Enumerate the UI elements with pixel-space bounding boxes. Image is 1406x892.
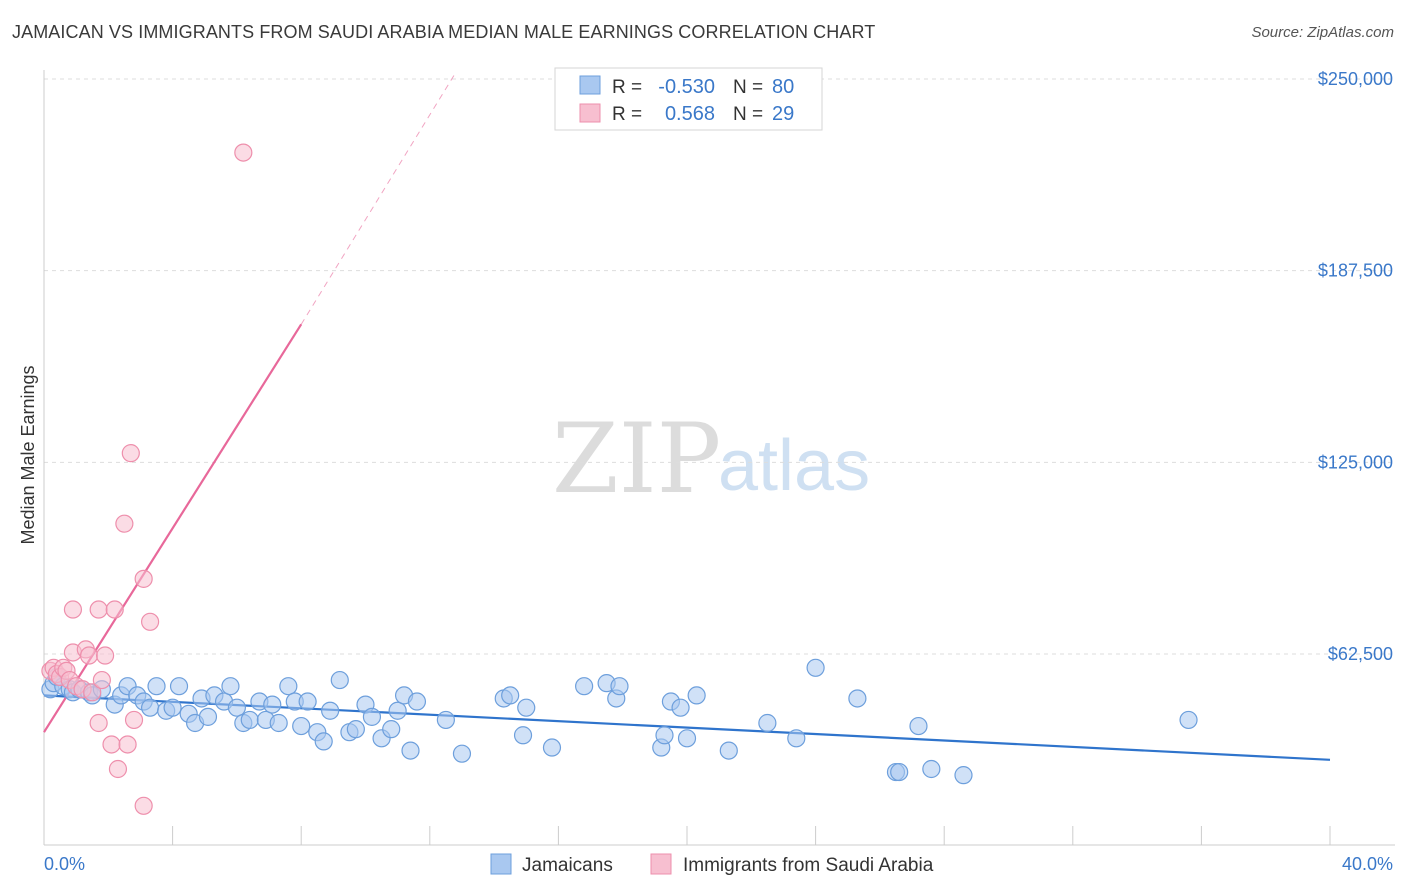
point-jamaicans — [279, 677, 298, 696]
legend-n-value-pink: 29 — [772, 103, 794, 125]
point-jamaicans — [240, 710, 259, 730]
point-jamaicans — [436, 710, 455, 730]
data-points — [41, 143, 1198, 815]
legend-n-value-blue: 80 — [772, 76, 794, 98]
point-jamaicans — [198, 707, 218, 726]
x-tick-labels: 0.0% 40.0% — [44, 854, 1393, 874]
y-tick-labels: $62,500 $125,000 $187,500 $250,000 — [1318, 69, 1393, 664]
legend-n-label-blue: N = — [733, 77, 763, 98]
point-jamaicans — [954, 766, 973, 785]
point-jamaicans — [147, 677, 166, 696]
legend-r-label-pink: R = — [612, 104, 642, 125]
point-jamaicans — [388, 701, 407, 720]
point-jamaicans — [909, 716, 928, 736]
point-jamaicans — [787, 729, 806, 748]
bottom-legend-swatch-blue — [490, 853, 512, 875]
point-jamaicans — [1179, 710, 1198, 730]
point-jamaicans — [758, 713, 777, 733]
correlation-legend: R = -0.530 N = 80 R = 0.568 N = 29 — [554, 67, 823, 131]
point-jamaicans — [575, 677, 594, 696]
trend-line-saudi-arabia-extension — [300, 72, 456, 325]
point-jamaicans — [407, 692, 427, 711]
point-jamaicans — [321, 701, 340, 720]
legend-swatch-blue — [579, 75, 601, 95]
axes — [43, 70, 1395, 846]
legend-r-label-blue: R = — [612, 77, 642, 98]
bottom-legend-swatch-pink — [650, 853, 672, 875]
point-jamaicans — [292, 716, 311, 736]
point-saudi-arabia — [95, 646, 115, 665]
point-jamaicans — [298, 692, 317, 711]
point-jamaicans — [806, 658, 825, 677]
watermark-zip: ZIP — [552, 403, 721, 515]
point-jamaicans — [346, 720, 365, 739]
point-jamaicans — [263, 695, 282, 714]
point-saudi-arabia — [102, 735, 121, 754]
point-jamaicans — [501, 686, 520, 705]
x-tick-label: 40.0% — [1342, 854, 1393, 874]
point-saudi-arabia — [234, 143, 253, 162]
point-jamaicans — [513, 726, 533, 745]
chart-title: JAMAICAN VS IMMIGRANTS FROM SAUDI ARABIA… — [12, 22, 876, 42]
point-jamaicans — [401, 741, 420, 760]
point-jamaicans — [330, 670, 349, 690]
point-jamaicans — [890, 762, 909, 782]
point-jamaicans — [227, 698, 246, 717]
point-jamaicans — [922, 759, 941, 779]
point-jamaicans — [687, 686, 706, 705]
bottom-legend-label-blue: Jamaicans — [522, 855, 613, 876]
point-jamaicans — [362, 707, 382, 726]
point-jamaicans — [677, 729, 697, 748]
point-jamaicans — [610, 677, 629, 696]
point-saudi-arabia — [63, 600, 83, 619]
gridlines — [44, 78, 1395, 655]
watermark-atlas: atlas — [718, 426, 870, 506]
legend-swatch-pink — [579, 103, 601, 123]
legend-r-value-pink: 0.568 — [665, 103, 715, 125]
source-label: Source: ZipAtlas.com — [1251, 24, 1394, 41]
bottom-legend-label-pink: Immigrants from Saudi Arabia — [683, 855, 934, 876]
point-saudi-arabia — [134, 569, 153, 588]
point-jamaicans — [655, 726, 674, 745]
point-jamaicans — [140, 698, 160, 717]
point-saudi-arabia — [79, 646, 99, 665]
point-saudi-arabia — [121, 444, 140, 463]
point-saudi-arabia — [89, 600, 108, 619]
point-saudi-arabia — [115, 514, 134, 533]
point-jamaicans — [517, 698, 536, 717]
point-jamaicans — [163, 698, 182, 717]
point-saudi-arabia — [83, 683, 102, 702]
point-saudi-arabia — [118, 735, 137, 754]
point-jamaicans — [314, 732, 333, 751]
point-saudi-arabia — [105, 600, 124, 619]
point-jamaicans — [671, 698, 690, 717]
point-jamaicans — [221, 677, 240, 696]
y-tick-label: $62,500 — [1328, 644, 1393, 664]
point-saudi-arabia — [124, 710, 144, 730]
point-saudi-arabia — [108, 759, 128, 779]
point-saudi-arabia — [92, 670, 111, 690]
legend-r-value-blue: -0.530 — [658, 76, 715, 98]
point-jamaicans — [382, 720, 401, 739]
trend-line-saudi-arabia — [43, 323, 303, 733]
point-jamaicans — [848, 689, 867, 708]
point-jamaicans — [452, 744, 472, 763]
y-tick-label: $125,000 — [1318, 452, 1393, 472]
y-tick-label: $187,500 — [1318, 261, 1393, 281]
y-tick-label: $250,000 — [1318, 69, 1393, 89]
point-jamaicans — [542, 738, 562, 757]
point-jamaicans — [719, 741, 738, 760]
point-saudi-arabia — [134, 796, 153, 815]
series-legend: Jamaicans Immigrants from Saudi Arabia — [490, 853, 934, 876]
point-saudi-arabia — [140, 612, 160, 631]
y-axis-label: Median Male Earnings — [18, 365, 38, 544]
point-jamaicans — [269, 713, 288, 733]
x-tick-label: 0.0% — [44, 854, 85, 874]
point-jamaicans — [169, 677, 189, 696]
point-saudi-arabia — [89, 713, 108, 733]
legend-n-label-pink: N = — [733, 104, 763, 125]
